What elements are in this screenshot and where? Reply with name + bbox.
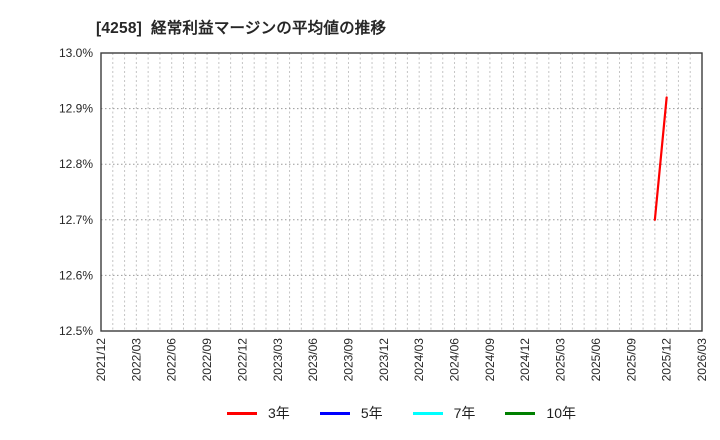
x-tick-label: 2025/06 xyxy=(589,338,603,382)
y-tick-label: 12.5% xyxy=(59,324,93,338)
y-tick-label: 12.6% xyxy=(59,268,93,282)
legend-item-7y: 7年 xyxy=(412,403,476,423)
legend-item-10y: 10年 xyxy=(505,403,576,423)
x-tick-label: 2022/03 xyxy=(129,338,143,382)
y-tick-label: 12.8% xyxy=(59,157,93,171)
legend-label-3y: 3年 xyxy=(268,405,290,421)
legend-swatch-5y xyxy=(319,411,350,415)
plot-border xyxy=(100,52,703,332)
x-tick-label: 2023/06 xyxy=(306,338,320,382)
x-tick-label: 2026/03 xyxy=(695,338,709,382)
legend-swatch-3y xyxy=(227,411,258,415)
x-tick-label: 2024/03 xyxy=(412,338,426,382)
x-tick-label: 2022/09 xyxy=(200,338,214,382)
x-tick-label: 2021/12 xyxy=(94,338,108,382)
x-tick-label: 2024/06 xyxy=(448,338,462,382)
x-tick-label: 2023/12 xyxy=(377,338,391,382)
chart-title: [4258] 経常利益マージンの平均値の推移 xyxy=(96,20,387,37)
legend-label-7y: 7年 xyxy=(453,405,476,421)
legend-swatch-10y xyxy=(505,411,536,415)
x-tick-label: 2025/03 xyxy=(554,338,568,382)
y-tick-label: 12.7% xyxy=(59,213,93,227)
y-tick-label: 12.9% xyxy=(59,102,93,116)
legend-label-5y: 5年 xyxy=(360,405,383,421)
x-tick-label: 2024/12 xyxy=(518,338,532,382)
legend: 3年 5年 7年 10年 xyxy=(101,400,702,426)
x-tick-label: 2023/03 xyxy=(271,338,285,382)
legend-item-5y: 5年 xyxy=(319,403,383,423)
legend-label-10y: 10年 xyxy=(546,405,576,421)
x-tick-label: 2024/09 xyxy=(483,338,497,382)
x-tick-label: 2025/09 xyxy=(624,338,638,382)
x-tick-label: 2022/12 xyxy=(235,338,249,382)
x-tick-label: 2025/12 xyxy=(660,338,674,382)
x-tick-label: 2023/09 xyxy=(341,338,355,382)
x-tick-label: 2022/06 xyxy=(165,338,179,382)
legend-item-3y: 3年 xyxy=(227,403,290,423)
legend-swatch-7y xyxy=(412,411,443,415)
y-tick-label: 13.0% xyxy=(59,46,93,60)
series-line-3y xyxy=(653,96,668,221)
